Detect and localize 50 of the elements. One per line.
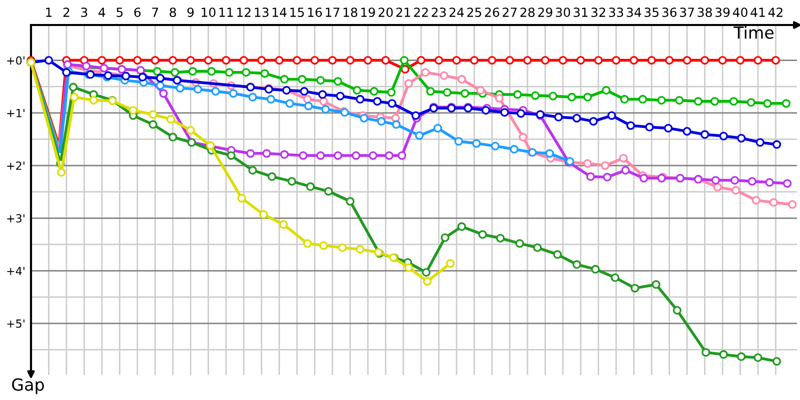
x-tick-label: 23 [432,8,446,18]
x-tick-label: 24 [450,8,464,17]
x-tick-label: 16 [308,8,322,18]
x-tick-label: 22 [414,8,428,17]
y-tick-label: +3' [7,214,24,223]
x-tick-label: 31 [574,8,588,18]
x-tick-label: 4 [98,8,106,17]
x-tick-label: 30 [556,8,570,18]
x-tick-label: 11 [219,8,233,17]
x-tick-label: 13 [254,8,268,18]
x-tick-label: 28 [520,8,535,18]
x-tick-label: 1 [46,8,52,17]
x-tick-label: 19 [361,8,375,18]
x-tick-label: 10 [202,8,216,18]
y-tick-label: +1' [7,109,24,118]
x-tick-label: 29 [538,8,552,18]
y-tick-label: +0' [7,56,24,65]
x-tick-label: 40 [732,8,748,18]
x-tick-label: 32 [591,8,606,18]
x-tick-label: 33 [609,8,624,18]
x-tick-label: 9 [187,8,194,18]
x-tick-label: 34 [626,8,642,18]
y-tick-label: +2' [7,162,24,170]
x-tick-label: 42 [768,8,782,17]
x-tick-label: 18 [344,8,358,18]
x-tick-label: 27 [502,8,517,17]
x-tick-label: 15 [290,8,304,18]
x-tick-label: 25 [467,8,482,18]
x-tick-label: 21 [396,8,410,17]
y-tick-label: +5' [7,320,24,328]
x-tick-label: 8 [170,8,176,18]
x-tick-label: 6 [134,8,141,18]
x-tick-label: 37 [680,8,694,18]
x-tick-label: 17 [326,8,340,17]
x-axis-title: Time [734,26,774,39]
x-tick-label: 38 [698,8,712,18]
x-tick-label: 14 [272,8,286,17]
x-tick-label: 7 [152,8,158,17]
x-tick-label: 20 [378,8,393,18]
y-tick-label: +4' [7,266,24,276]
x-tick-label: 36 [662,8,676,18]
x-tick-label: 2 [63,8,70,17]
x-tick-label: 41 [750,8,765,17]
x-tick-label: 3 [81,8,88,18]
y-axis-title: Gap [12,378,44,394]
x-tick-label: 12 [237,8,250,17]
x-tick-label: 26 [484,8,500,18]
x-tick-label: 35 [644,8,658,18]
x-tick-label: 39 [716,8,730,18]
x-tick-label: 5 [116,8,123,18]
